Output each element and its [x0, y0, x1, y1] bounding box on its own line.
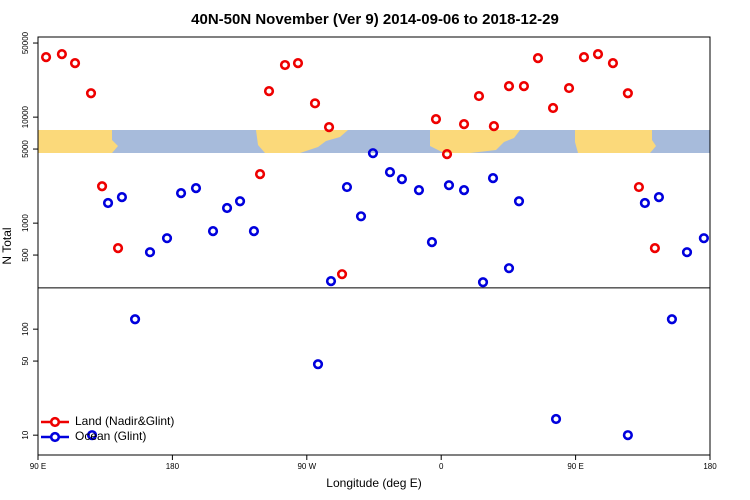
- point: [639, 197, 650, 209]
- point: [86, 430, 98, 441]
- point: [40, 52, 52, 63]
- point: [413, 184, 425, 196]
- point: [129, 314, 141, 325]
- x-tick-label: 180: [703, 462, 717, 471]
- x-tick-label: 180: [166, 462, 180, 471]
- point: [488, 121, 500, 132]
- point: [279, 59, 291, 71]
- point: [550, 413, 562, 425]
- point: [443, 180, 455, 191]
- point: [622, 88, 633, 99]
- point: [102, 197, 114, 209]
- y-tick-label: 50000: [21, 31, 30, 54]
- point: [69, 58, 81, 69]
- point: [85, 88, 97, 99]
- point: [254, 169, 266, 180]
- point: [592, 49, 604, 60]
- point: [578, 52, 590, 63]
- point: [532, 53, 544, 64]
- plot-frame: [37, 36, 711, 456]
- point: [144, 247, 156, 258]
- point: [190, 183, 202, 194]
- y-tick-label: 5000: [21, 140, 30, 158]
- point: [458, 184, 470, 196]
- point: [430, 114, 442, 125]
- y-tick-label: 500: [21, 248, 30, 262]
- point: [355, 211, 367, 222]
- legend-label: Land (Nadir&Glint): [75, 414, 174, 428]
- point: [325, 275, 337, 287]
- legend-marker: [49, 431, 61, 443]
- point: [336, 269, 348, 280]
- point: [518, 81, 530, 92]
- point: [473, 90, 485, 102]
- point: [426, 237, 438, 248]
- point: [477, 277, 489, 288]
- point: [503, 81, 515, 92]
- point: [681, 247, 693, 258]
- x-axis-label: Longitude (deg E): [326, 476, 421, 490]
- point: [367, 148, 379, 159]
- point: [234, 196, 246, 207]
- point: [384, 167, 396, 178]
- y-axis-label: N Total: [0, 227, 14, 264]
- point: [622, 430, 633, 441]
- x-tick-label: 90 E: [30, 462, 46, 471]
- point: [175, 188, 187, 199]
- point: [309, 98, 321, 109]
- point: [653, 192, 665, 203]
- point: [547, 102, 559, 114]
- point: [441, 149, 453, 160]
- legend-label: Ocean (Glint): [75, 429, 146, 443]
- point: [248, 226, 260, 237]
- point: [503, 263, 515, 274]
- chart-title: 40N-50N November (Ver 9) 2014-09-06 to 2…: [191, 11, 559, 28]
- point: [396, 174, 408, 185]
- point: [458, 119, 470, 130]
- point: [341, 181, 353, 193]
- point: [323, 122, 335, 133]
- y-tick-label: 1000: [21, 214, 30, 232]
- point: [563, 82, 575, 94]
- point: [112, 243, 124, 254]
- legend-marker: [49, 416, 61, 428]
- point: [607, 58, 619, 69]
- y-tick-label: 10: [21, 430, 30, 439]
- x-tick-label: 90 E: [567, 462, 583, 471]
- point: [487, 173, 499, 184]
- point: [312, 359, 324, 370]
- map-strip: [38, 130, 710, 153]
- point: [292, 58, 304, 69]
- point: [666, 314, 678, 325]
- point: [207, 226, 219, 237]
- point: [161, 233, 173, 244]
- y-tick-label: 50: [21, 356, 30, 365]
- point: [633, 181, 645, 193]
- point: [649, 243, 660, 254]
- point: [56, 49, 67, 60]
- point: [116, 192, 128, 203]
- x-tick-label: 90 W: [297, 462, 316, 471]
- point: [513, 196, 525, 207]
- point: [96, 181, 108, 192]
- x-tick-label: 0: [439, 462, 444, 471]
- y-tick-label: 100: [21, 322, 30, 336]
- y-tick-label: 10000: [21, 105, 30, 128]
- point: [263, 86, 275, 97]
- point: [221, 202, 233, 214]
- point: [698, 233, 709, 244]
